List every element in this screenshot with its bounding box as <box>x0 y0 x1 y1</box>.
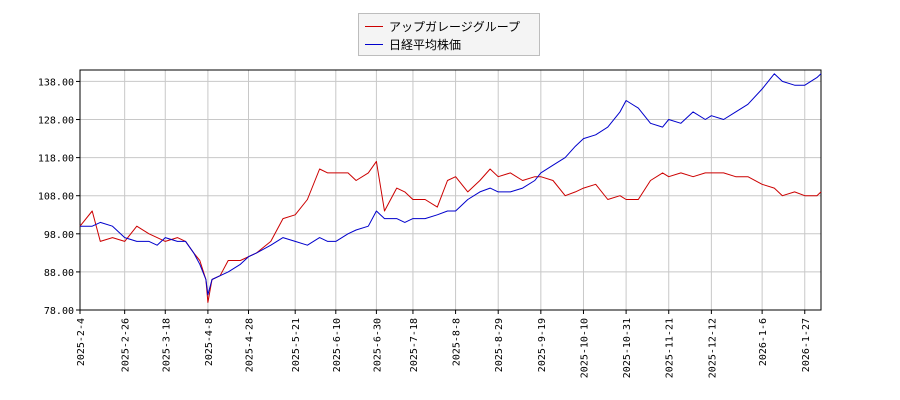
y-tick-label: 128.00 <box>38 116 74 127</box>
legend-swatch-0 <box>365 25 383 27</box>
y-tick-label: 98.00 <box>44 230 74 241</box>
x-tick-label: 2025-10-10 <box>579 318 590 378</box>
x-tick-label: 2025-8-8 <box>452 318 463 366</box>
x-tick-label: 2025-11-21 <box>665 318 676 378</box>
x-tick-label: 2025-6-30 <box>372 318 383 372</box>
x-tick-label: 2025-2-26 <box>121 318 132 372</box>
x-axis: 2025-2-4 2025-2-26 2025-3-18 2025-4-8 2025-4… <box>76 310 812 378</box>
legend-label-1: 日経平均株価 <box>389 37 462 52</box>
x-tick-label: 2025-10-31 <box>622 318 633 378</box>
x-tick-label: 2025-3-18 <box>161 318 172 372</box>
legend: アップガレージグループ 日経平均株価 <box>358 13 540 56</box>
x-tick-label: 2025-4-28 <box>245 318 256 372</box>
x-tick-label: 2025-9-19 <box>537 318 548 372</box>
y-tick-label: 78.00 <box>44 306 74 317</box>
y-tick-label: 108.00 <box>38 192 74 203</box>
legend-swatch-1 <box>365 43 383 45</box>
x-tick-label: 2025-6-10 <box>332 318 343 372</box>
y-tick-label: 138.00 <box>38 77 74 88</box>
legend-label-0: アップガレージグループ <box>389 19 521 34</box>
gridlines <box>79 70 821 311</box>
x-tick-label: 2025-7-18 <box>409 318 420 372</box>
series-lines <box>79 73 822 303</box>
x-tick-label: 2025-4-8 <box>204 318 215 366</box>
x-tick-label: 2025-2-4 <box>76 318 87 366</box>
x-tick-label: 2025-5-21 <box>291 318 302 372</box>
x-tick-label: 2026-1-6 <box>758 318 769 366</box>
y-tick-label: 88.00 <box>44 268 74 279</box>
y-tick-label: 118.00 <box>38 154 74 165</box>
x-tick-label: 2025-12-12 <box>707 318 718 378</box>
legend-item-1: 日経平均株価 <box>365 35 461 53</box>
x-tick-label: 2026-1-27 <box>801 318 812 372</box>
legend-item-0: アップガレージグループ <box>365 17 520 35</box>
plot-area <box>79 69 822 311</box>
y-axis: 78.00 88.00 98.00 108.00 118.00 128.00 138.00 <box>38 77 80 317</box>
series-line-0 <box>79 160 822 303</box>
x-tick-label: 2025-8-29 <box>494 318 505 372</box>
series-line-1 <box>80 73 822 296</box>
